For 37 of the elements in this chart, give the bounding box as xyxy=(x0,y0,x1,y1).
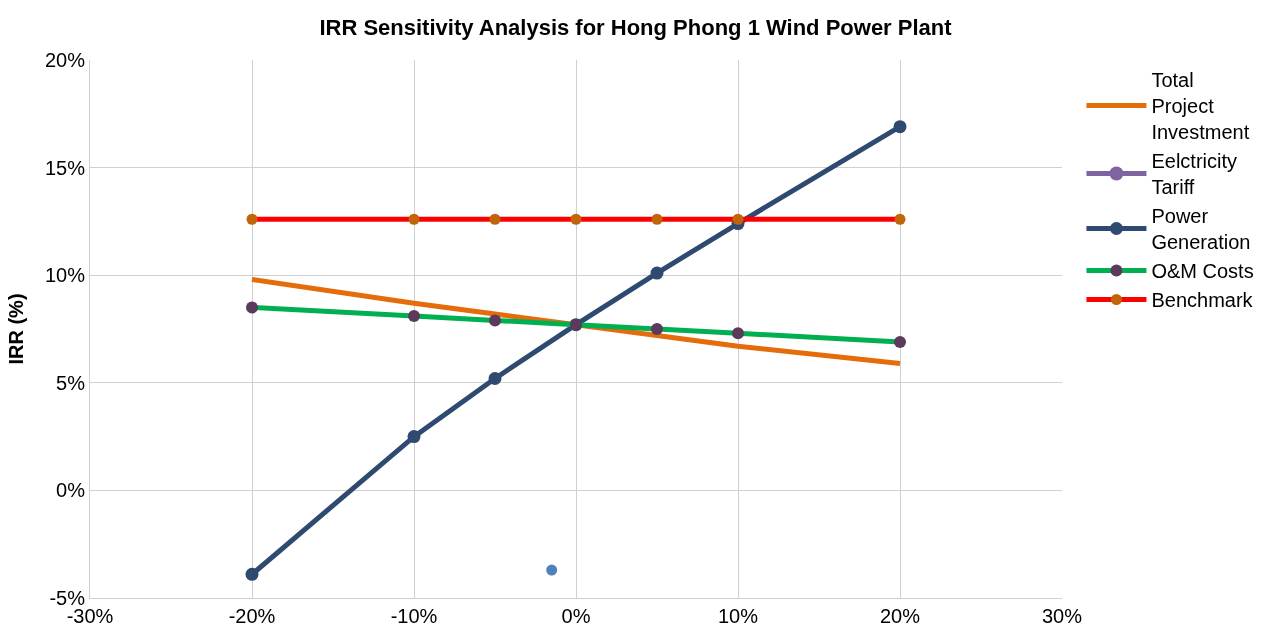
point xyxy=(407,430,421,444)
point xyxy=(245,567,259,581)
y-axis-title: IRR (%) xyxy=(5,293,28,365)
x-tick-label: 30% xyxy=(1041,605,1083,627)
point xyxy=(489,213,501,225)
point xyxy=(650,266,664,280)
point xyxy=(732,213,744,225)
chart-title: IRR Sensitivity Analysis for Hong Phong 1 Wind Power Plant xyxy=(319,14,953,40)
point xyxy=(489,314,501,327)
legend-label: O&M Costs xyxy=(1151,260,1254,283)
y-tick-label: 5% xyxy=(56,371,86,394)
point xyxy=(651,213,663,225)
x-tick-label: 10% xyxy=(717,605,759,627)
legend-label: Benchmark xyxy=(1151,289,1254,312)
point xyxy=(894,335,906,348)
x-tick-label: -10% xyxy=(390,605,438,627)
point xyxy=(408,310,420,323)
legend-label: Power Generation xyxy=(1151,205,1251,254)
x-tick-label: 20% xyxy=(879,605,921,627)
y-tick-label: 0% xyxy=(56,479,86,502)
point xyxy=(893,120,907,134)
point xyxy=(246,213,258,225)
point xyxy=(408,213,420,225)
point xyxy=(546,564,558,576)
point xyxy=(894,213,906,225)
point xyxy=(488,372,502,385)
x-tick-label: -20% xyxy=(228,605,276,627)
point xyxy=(570,213,582,225)
legend-label: Eelctricity Tariff xyxy=(1151,150,1238,199)
x-tick-label: 0% xyxy=(561,605,591,627)
y-tick-label: 20% xyxy=(44,49,86,71)
y-tick-label: 10% xyxy=(44,264,86,287)
point xyxy=(732,327,744,340)
point xyxy=(246,301,258,314)
y-tick-label: 15% xyxy=(44,156,86,179)
point xyxy=(651,323,663,335)
legend-label: Total Project Investment xyxy=(1151,69,1250,144)
